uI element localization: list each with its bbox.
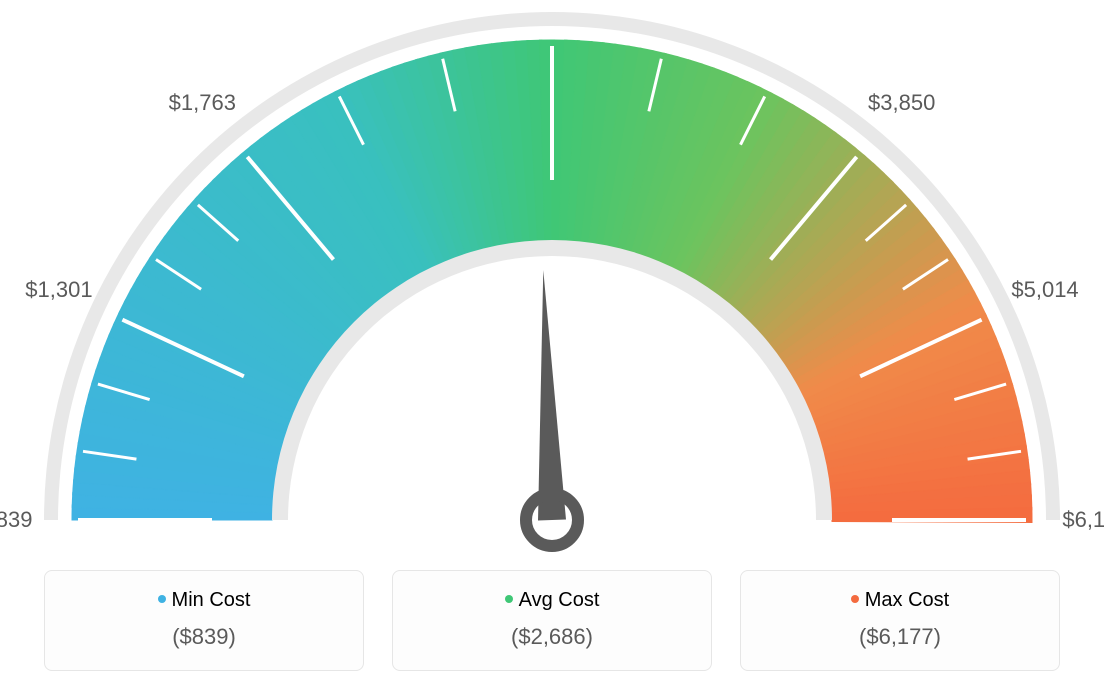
- legend-title-min: Min Cost: [55, 589, 353, 612]
- legend-title-avg-text: Avg Cost: [519, 589, 600, 611]
- gauge-tick-label: $5,014: [1011, 277, 1078, 303]
- legend-card-max: Max Cost ($6,177): [740, 570, 1060, 671]
- gauge-tick-label: $1,301: [25, 277, 92, 303]
- legend-value-min: ($839): [55, 624, 353, 650]
- legend: Min Cost ($839) Avg Cost ($2,686) Max Co…: [0, 570, 1104, 671]
- gauge-tick-label: $3,850: [868, 90, 935, 116]
- dot-icon: [505, 595, 513, 603]
- legend-card-avg: Avg Cost ($2,686): [392, 570, 712, 671]
- cost-gauge: $839$1,301$1,763$2,686$3,850$5,014$6,177: [0, 0, 1104, 560]
- legend-title-max-text: Max Cost: [865, 589, 949, 611]
- legend-title-min-text: Min Cost: [172, 589, 251, 611]
- gauge-tick-label: $1,763: [169, 90, 236, 116]
- dot-icon: [158, 595, 166, 603]
- dot-icon: [851, 595, 859, 603]
- gauge-svg: [0, 0, 1104, 560]
- gauge-tick-label: $839: [0, 507, 32, 533]
- gauge-tick-label: $6,177: [1062, 507, 1104, 533]
- legend-card-min: Min Cost ($839): [44, 570, 364, 671]
- legend-value-avg: ($2,686): [403, 624, 701, 650]
- legend-value-max: ($6,177): [751, 624, 1049, 650]
- legend-title-avg: Avg Cost: [403, 589, 701, 612]
- legend-title-max: Max Cost: [751, 589, 1049, 612]
